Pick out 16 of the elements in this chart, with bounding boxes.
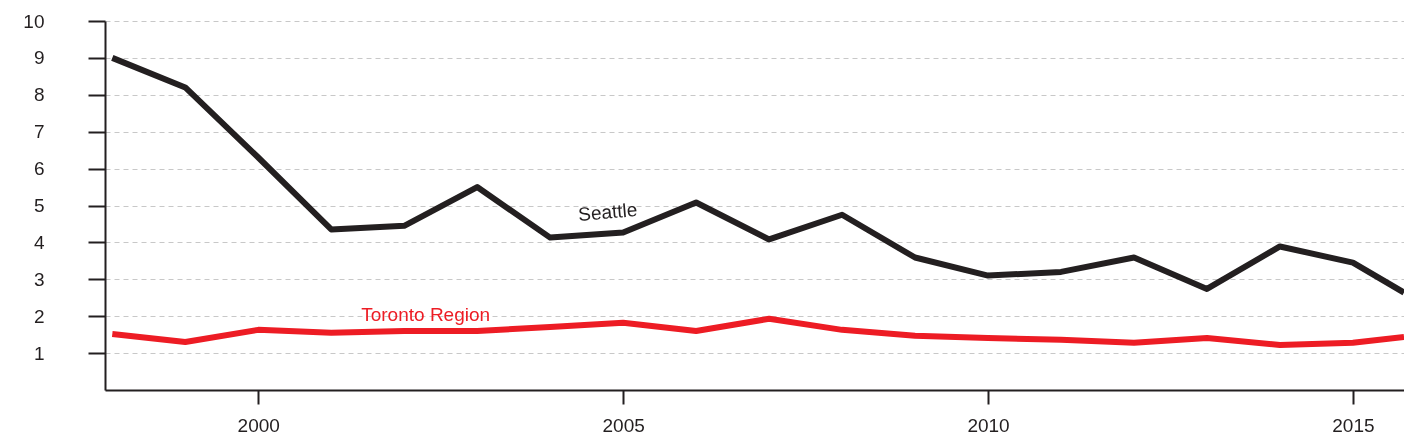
y-tick-label: 3 bbox=[33, 268, 45, 290]
y-tick-label: 9 bbox=[33, 47, 45, 69]
y-tick-label: 7 bbox=[33, 121, 45, 143]
series-label: Seattle bbox=[577, 198, 639, 226]
y-tick-label: 8 bbox=[33, 84, 45, 106]
y-tick-label: 1 bbox=[33, 342, 45, 364]
y-tick-label: 5 bbox=[33, 195, 45, 216]
y-tick-label: 10 bbox=[23, 10, 45, 32]
x-tick-label: 2005 bbox=[602, 414, 645, 436]
x-tick-label: 2015 bbox=[1332, 414, 1375, 436]
y-tick-label: 2 bbox=[33, 305, 45, 327]
series-label: Toronto Region bbox=[361, 303, 491, 325]
x-tick-label: 2010 bbox=[967, 414, 1010, 436]
y-tick-label: 6 bbox=[33, 158, 45, 180]
y-tick-label: 4 bbox=[33, 231, 45, 253]
x-tick-label: 2000 bbox=[237, 414, 280, 436]
